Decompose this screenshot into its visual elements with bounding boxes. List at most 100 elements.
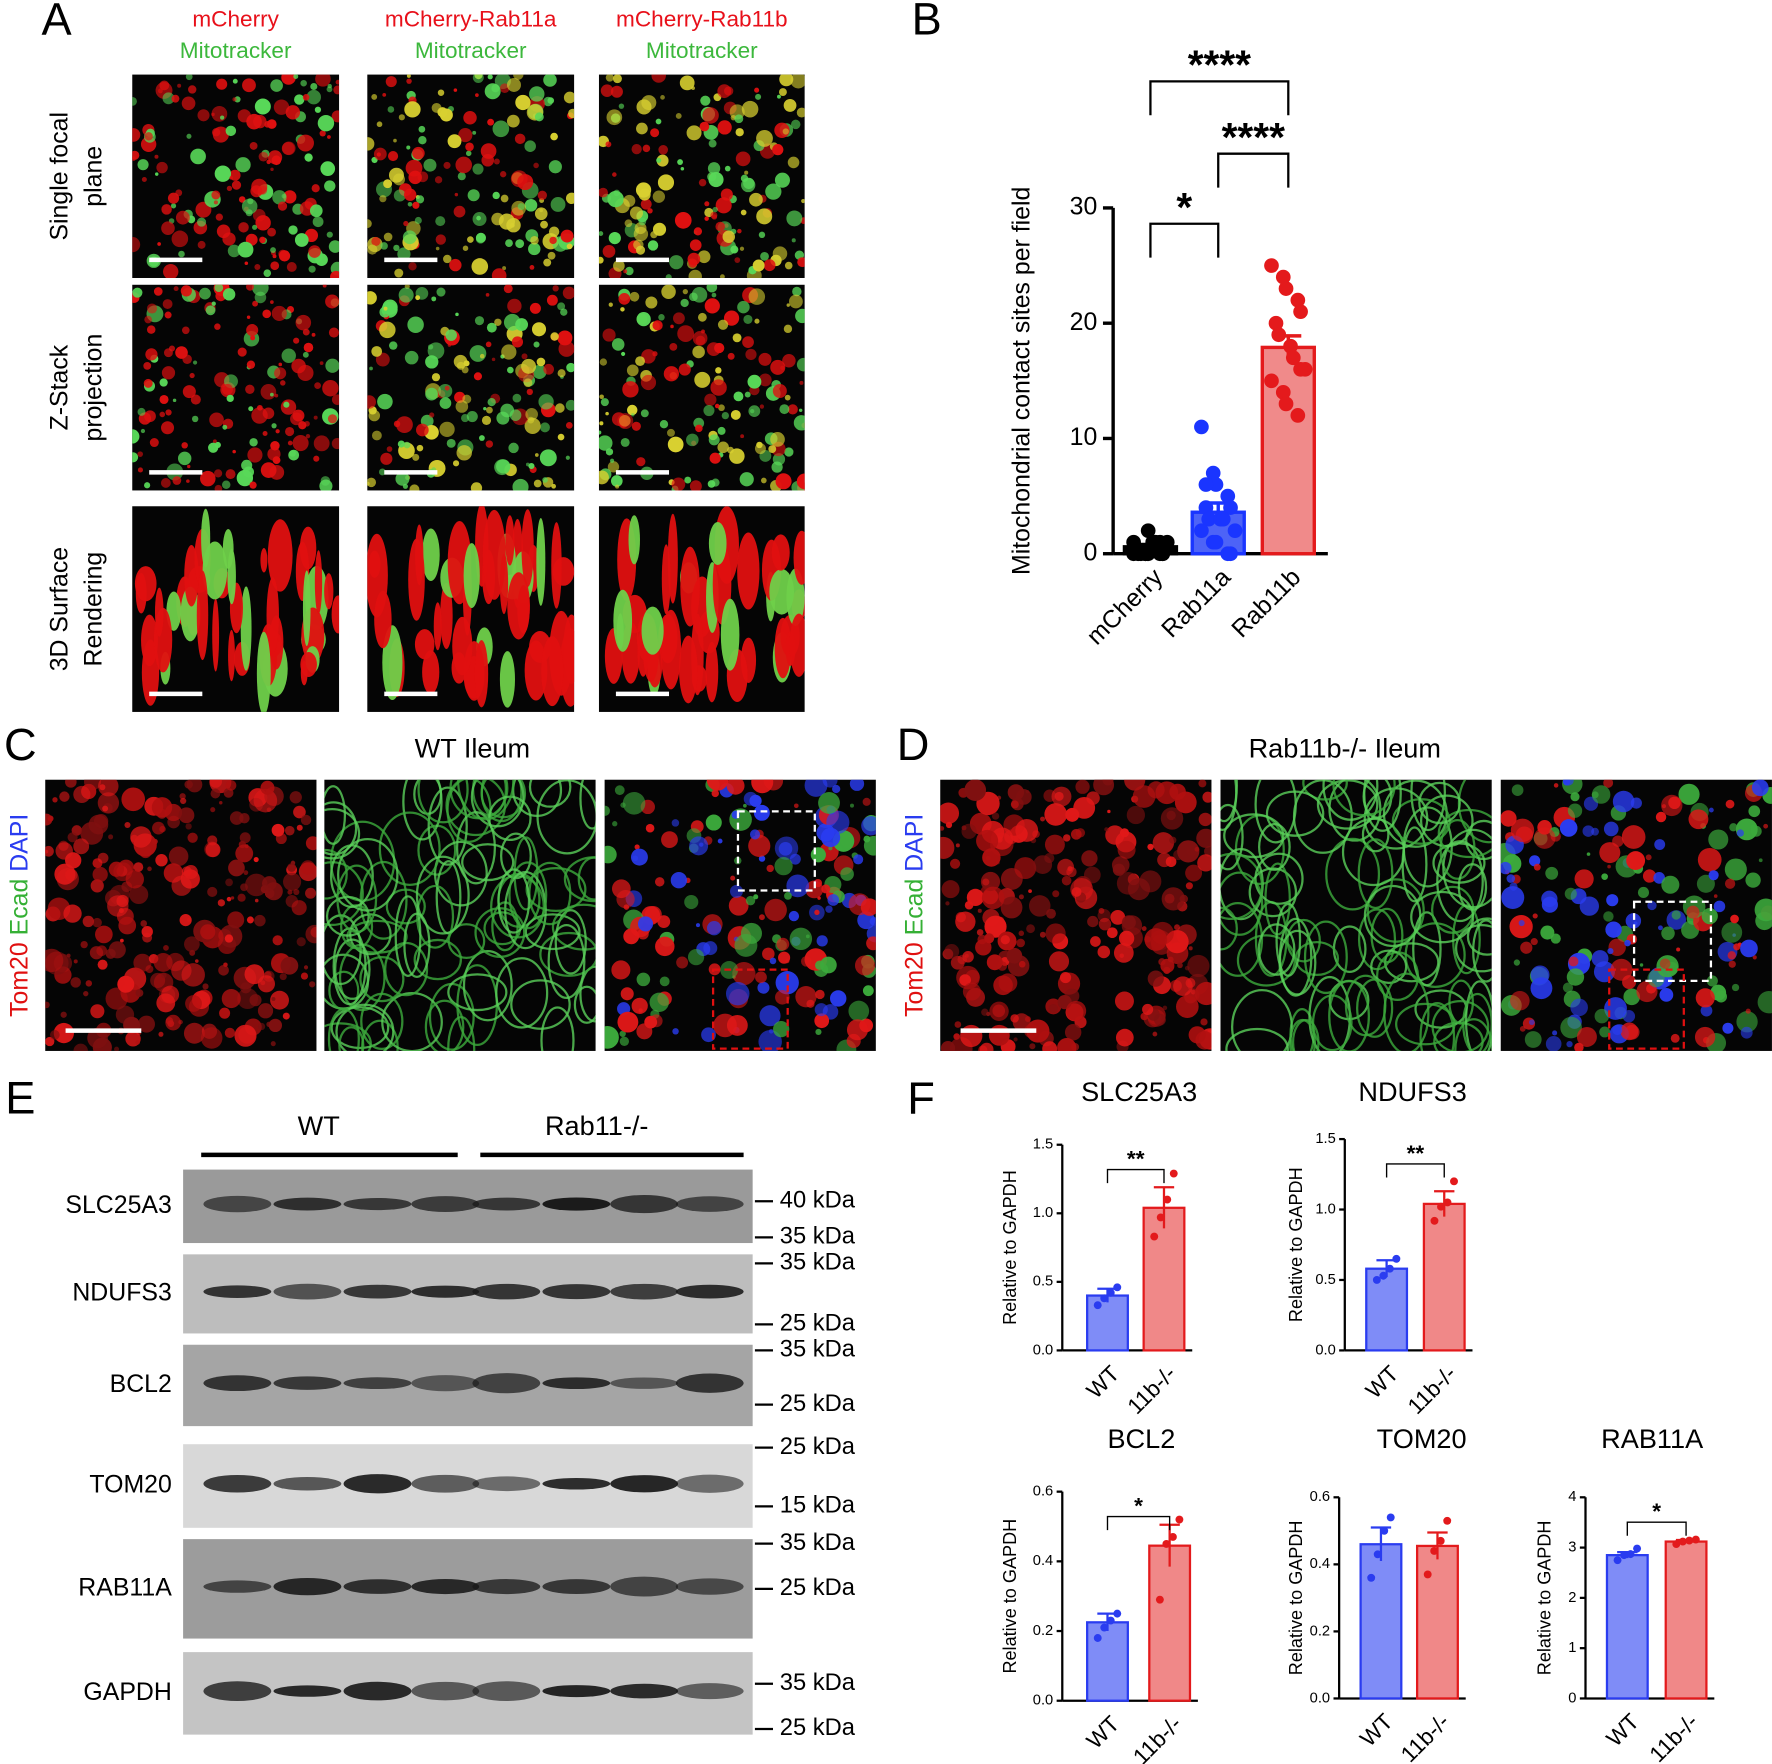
signal <box>83 990 89 997</box>
signal <box>735 151 751 167</box>
signal <box>416 423 429 437</box>
signal <box>704 201 710 207</box>
blot-band <box>542 1685 611 1698</box>
signal <box>367 395 376 409</box>
signal <box>115 1005 135 1024</box>
marker-label: 25 kDa <box>780 1311 856 1337</box>
signal <box>453 354 468 369</box>
signal <box>467 236 474 243</box>
signal <box>252 300 258 307</box>
signal <box>493 158 500 165</box>
signal <box>154 154 159 159</box>
signal <box>814 909 820 916</box>
signal <box>515 94 531 111</box>
cell-outline <box>334 938 371 1000</box>
signal <box>404 101 421 118</box>
signal <box>455 156 472 174</box>
data-point <box>1113 1283 1122 1292</box>
cell-outline <box>447 973 508 1012</box>
signal <box>1724 858 1747 881</box>
signal <box>658 144 669 155</box>
signal <box>443 254 452 264</box>
signal <box>284 825 295 836</box>
signal <box>263 269 272 277</box>
signal <box>976 929 984 936</box>
signal <box>1603 779 1614 788</box>
data-point <box>1385 1264 1394 1273</box>
signal <box>672 1028 679 1035</box>
signal <box>107 895 129 917</box>
signal <box>55 842 73 860</box>
signal <box>155 172 159 176</box>
signal <box>960 1024 983 1048</box>
surface-object <box>499 651 515 708</box>
blot-band <box>411 1285 480 1298</box>
signal <box>202 983 209 990</box>
signal <box>772 384 787 399</box>
signal <box>245 384 255 395</box>
signal <box>436 287 446 297</box>
signal <box>534 453 539 457</box>
signal <box>758 855 766 862</box>
signal <box>491 268 507 278</box>
signal <box>600 398 609 407</box>
signal <box>260 384 277 400</box>
signal <box>286 261 297 272</box>
signal <box>480 143 497 159</box>
data-point <box>1175 1515 1184 1524</box>
signal <box>500 171 507 178</box>
signal <box>163 263 179 278</box>
blot-band <box>472 1476 541 1492</box>
signal <box>1594 1008 1610 1024</box>
signal <box>383 232 393 242</box>
signal <box>638 1008 643 1013</box>
signal <box>262 407 275 420</box>
signal <box>486 406 493 414</box>
signal <box>1204 846 1212 857</box>
cell-outline <box>1303 920 1348 995</box>
signal <box>207 886 218 898</box>
signal <box>991 812 1000 820</box>
signal <box>1745 872 1761 888</box>
significance-bracket <box>1106 1168 1165 1184</box>
y-tick-label: 0.5 <box>1315 1272 1335 1288</box>
surface-object <box>240 586 252 671</box>
signal <box>804 779 828 797</box>
signal <box>496 411 510 425</box>
signal <box>598 256 604 264</box>
signal <box>208 442 219 453</box>
micrograph <box>132 506 340 712</box>
signal <box>309 204 323 218</box>
data-point <box>1290 408 1306 423</box>
signal <box>543 258 552 267</box>
signal <box>663 366 679 382</box>
micrograph-content <box>134 508 340 712</box>
signal <box>253 788 278 813</box>
signal <box>993 975 1013 996</box>
signal <box>636 122 648 135</box>
signal <box>397 247 411 261</box>
signal <box>367 477 377 488</box>
signal <box>779 404 790 415</box>
micrograph <box>367 284 575 491</box>
signal <box>1754 898 1772 922</box>
data-point <box>1152 534 1168 550</box>
signal <box>768 1028 774 1034</box>
signal <box>1670 1033 1680 1043</box>
significance-bracket <box>1626 1521 1687 1536</box>
blot-band <box>675 1196 744 1212</box>
signal <box>373 147 387 161</box>
signal <box>280 380 286 386</box>
signal <box>775 971 799 995</box>
signal <box>964 900 974 910</box>
signal <box>521 353 528 360</box>
signal <box>1107 809 1111 814</box>
signal <box>537 190 548 200</box>
signal <box>278 362 283 367</box>
signal <box>1187 954 1210 978</box>
significance-bracket <box>1149 222 1220 258</box>
signal <box>536 357 546 367</box>
signal <box>702 107 719 124</box>
signal <box>487 74 493 80</box>
signal <box>1112 863 1126 876</box>
